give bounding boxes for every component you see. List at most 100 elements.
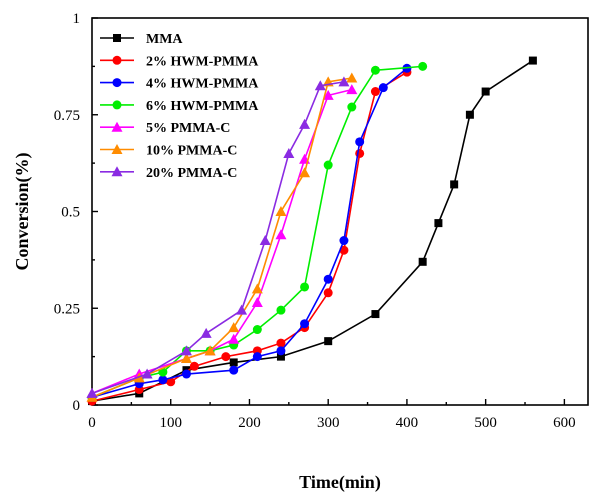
data-point (314, 80, 326, 91)
legend-entry: 2% HWM-PMMA (100, 54, 259, 69)
legend-marker (111, 144, 123, 154)
legend: MMA 2% HWM-PMMA 4% HWM-PMMA 6% HWM-PMMA 5% P… (100, 32, 259, 181)
data-point (418, 61, 428, 71)
data-point (180, 345, 192, 356)
data-point (221, 352, 231, 362)
data-point (283, 147, 295, 158)
x-tick-label: 600 (553, 415, 576, 431)
data-point (275, 206, 287, 216)
data-point (355, 137, 365, 147)
data-point (378, 83, 388, 93)
data-point (481, 87, 490, 96)
y-tick-label: 0.75 (54, 108, 80, 124)
data-point (275, 229, 287, 240)
data-point (86, 387, 98, 398)
data-point (252, 352, 262, 362)
y-axis-title: Conversion(%) (12, 153, 33, 271)
data-point (434, 219, 443, 228)
series-6 (86, 76, 350, 398)
legend-entry: 20% PMMA-C (100, 166, 237, 181)
series-layer (86, 56, 537, 406)
legend-label: 6% HWM-PMMA (146, 99, 259, 114)
series-line (91, 81, 345, 395)
data-point (339, 236, 349, 246)
data-point (324, 337, 333, 346)
x-tick-label: 200 (238, 415, 261, 431)
legend-marker (112, 78, 122, 88)
axes: 0 100 200 300 400 500 600 0 0.25 0.5 0.75 1 (54, 11, 589, 431)
legend-label: 5% PMMA-C (146, 121, 230, 136)
y-tick-label: 0.25 (54, 301, 80, 317)
data-point (204, 345, 216, 356)
data-point (181, 369, 191, 379)
data-point (229, 365, 239, 375)
data-point (228, 322, 240, 333)
data-point (323, 160, 333, 170)
data-point (322, 89, 334, 100)
series-line (91, 77, 352, 399)
data-point (276, 338, 286, 348)
data-point (300, 319, 310, 329)
data-point (276, 352, 285, 361)
legend-marker (112, 100, 122, 110)
data-point (346, 72, 358, 83)
x-tick-label: 0 (88, 415, 96, 431)
data-point (299, 118, 311, 129)
data-point (236, 304, 248, 315)
legend-marker (113, 34, 121, 42)
data-point (259, 235, 271, 246)
x-axis-title: Time(min) (299, 472, 381, 493)
data-point (251, 283, 263, 294)
series-line (91, 71, 408, 402)
x-tick-label: 100 (159, 415, 182, 431)
data-point (141, 368, 153, 379)
legend-entry: 5% PMMA-C (100, 121, 230, 136)
y-tick-label: 1 (73, 11, 81, 27)
data-point (347, 102, 357, 112)
legend-marker (111, 121, 123, 132)
legend-label: MMA (146, 32, 183, 47)
data-point (200, 327, 212, 338)
legend-marker (111, 166, 123, 177)
legend-label: 2% HWM-PMMA (146, 54, 259, 69)
data-point (166, 377, 176, 387)
legend-entry: 6% HWM-PMMA (100, 99, 259, 114)
legend-entry: 10% PMMA-C (100, 144, 237, 159)
data-point (370, 87, 380, 97)
data-point (276, 305, 286, 315)
data-point (228, 333, 240, 344)
legend-label: 20% PMMA-C (146, 166, 237, 181)
data-point (370, 65, 380, 75)
data-point (189, 361, 199, 371)
legend-label: 10% PMMA-C (146, 144, 237, 159)
data-point (346, 84, 358, 95)
data-point (180, 353, 192, 364)
data-point (418, 257, 427, 266)
x-tick-label: 300 (317, 415, 340, 431)
data-point (323, 274, 333, 284)
data-point (158, 375, 168, 385)
data-point (323, 288, 333, 298)
data-point (276, 346, 286, 356)
y-tick-label: 0 (73, 398, 81, 414)
series-2 (87, 63, 412, 402)
y-tick-label: 0.5 (61, 205, 80, 221)
data-point (299, 167, 311, 178)
data-point (450, 180, 459, 189)
x-tick-label: 500 (474, 415, 497, 431)
data-point (371, 310, 380, 319)
data-point (465, 110, 474, 119)
data-point (300, 282, 310, 292)
data-point (338, 76, 350, 87)
legend-entry: MMA (100, 32, 183, 47)
series-1 (87, 67, 412, 406)
legend-label: 4% HWM-PMMA (146, 77, 259, 92)
series-line (91, 67, 408, 399)
data-point (251, 296, 263, 307)
x-tick-label: 400 (396, 415, 419, 431)
data-point (528, 56, 537, 65)
legend-entry: 4% HWM-PMMA (100, 77, 259, 92)
data-point (252, 325, 262, 335)
legend-marker (112, 55, 122, 65)
